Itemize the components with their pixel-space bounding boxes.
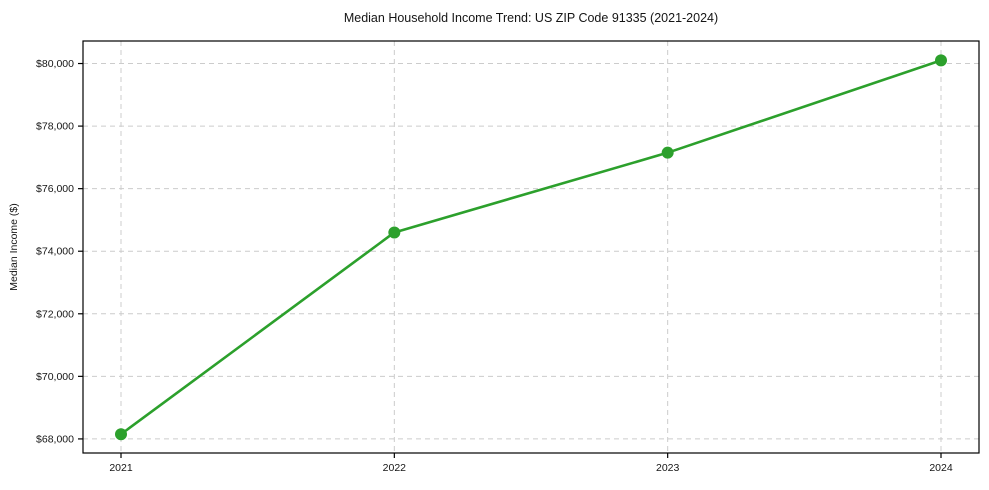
trend-line <box>119 59 943 436</box>
y-tick-label: $70,000 <box>36 371 74 383</box>
y-tick-label: $78,000 <box>36 121 74 133</box>
y-tick-label: $76,000 <box>36 183 74 195</box>
data-point-2022 <box>388 226 401 239</box>
x-tick-label: 2024 <box>929 462 953 474</box>
data-point-2024 <box>935 54 947 67</box>
data-point-2023 <box>661 146 674 159</box>
plot-area-border <box>82 40 980 454</box>
data-point-2021 <box>115 428 127 441</box>
x-tick-label: 2022 <box>383 462 407 474</box>
x-tick-label: 2023 <box>656 462 680 474</box>
y-tick-label: $72,000 <box>36 308 74 320</box>
y-tick-label: $74,000 <box>36 246 74 258</box>
y-tick-label: $80,000 <box>36 58 74 70</box>
x-tick-label: 2021 <box>109 462 133 474</box>
chart-title: Median Household Income Trend: US ZIP Co… <box>343 11 719 25</box>
y-tick-label: $68,000 <box>36 433 74 445</box>
